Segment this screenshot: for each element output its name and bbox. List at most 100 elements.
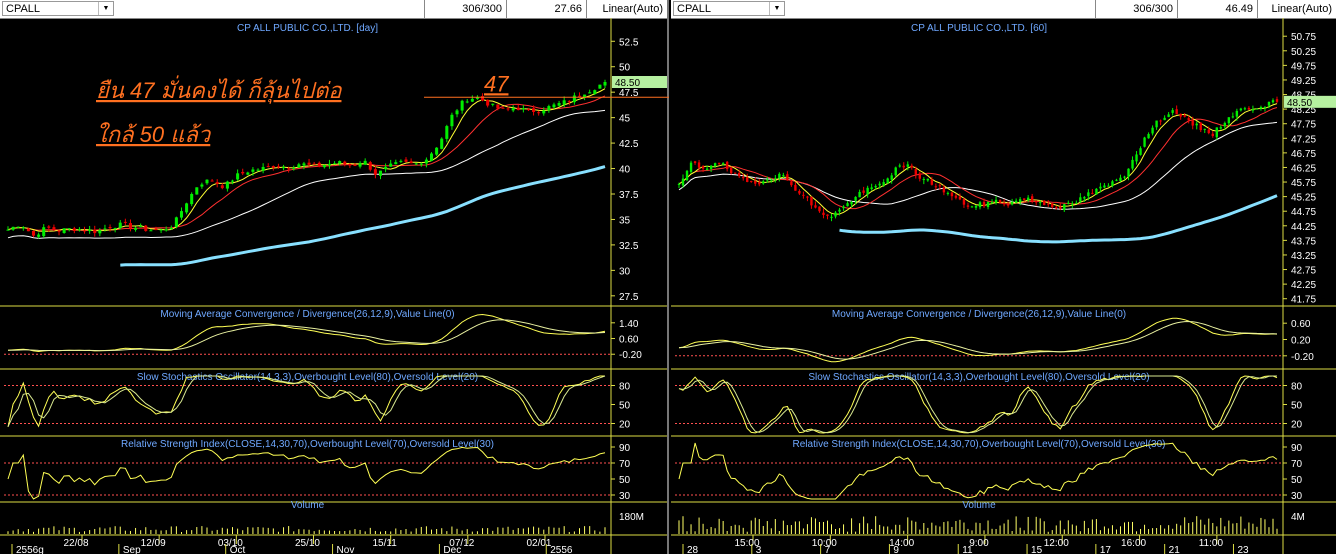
chevron-down-icon[interactable]: ▼: [98, 2, 113, 15]
candle-body: [297, 164, 301, 168]
price-tick-label: 35: [619, 215, 631, 226]
candle-body: [11, 226, 15, 230]
candle-body: [113, 227, 117, 229]
candle-body: [978, 202, 982, 208]
candle-body: [1255, 108, 1259, 110]
chart-header: CPALL ▼ 306/300 46.49 Linear(Auto): [671, 0, 1336, 19]
candle-body: [88, 229, 92, 232]
candle-body: [689, 162, 693, 172]
candle-body: [878, 183, 881, 186]
candle-body: [681, 178, 685, 186]
candle-body: [910, 165, 913, 168]
price-tick-label: 30: [619, 266, 631, 277]
candle-body: [21, 227, 25, 229]
chart-canvas[interactable]: CP ALL PUBLIC CO.,LTD. [day] 52.5 50 47.5 45…: [0, 18, 669, 554]
candle-body: [394, 162, 398, 165]
candle-body: [1155, 120, 1158, 128]
price-tick-label: 40: [619, 165, 631, 176]
candle-body: [343, 161, 347, 165]
candle-body: [758, 182, 761, 185]
price-tick-label: 42.75: [1291, 266, 1316, 277]
candle-body: [818, 206, 821, 212]
candle-body: [966, 205, 970, 207]
candle-body: [506, 108, 510, 110]
indicator-tick-label: 70: [619, 459, 631, 470]
candle-body: [1055, 207, 1058, 209]
indicator-tick-label: 70: [1291, 459, 1303, 470]
candle-body: [709, 165, 713, 169]
candle-body: [1051, 203, 1054, 208]
candle-body: [271, 166, 275, 168]
candle-body: [384, 166, 388, 170]
date-tick-label: 12:00: [1044, 538, 1069, 549]
candle-body: [598, 84, 602, 89]
month-tick-label: Sep: [123, 545, 141, 554]
candle-body: [1263, 107, 1267, 109]
price-tick-label: 44.25: [1291, 222, 1316, 233]
scale-mode-button[interactable]: Linear(Auto): [1257, 0, 1336, 18]
indicator-line: [678, 317, 1278, 363]
candle-body: [1219, 127, 1223, 129]
candle-body: [450, 114, 454, 127]
candle-body: [399, 160, 403, 162]
candle-body: [241, 171, 245, 174]
ma-long-line: [7, 109, 606, 239]
candle-body: [898, 165, 901, 167]
candle-body: [1175, 109, 1178, 115]
price-tick-label: 46.25: [1291, 163, 1316, 174]
candle-body: [766, 179, 769, 181]
indicator-line: [678, 320, 1278, 360]
month-tick-label: Oct: [230, 545, 246, 554]
date-tick-label: 22/08: [63, 538, 88, 549]
candle-body: [798, 191, 801, 194]
candle-body: [854, 196, 857, 201]
candle-body: [491, 103, 495, 105]
candle-body: [1235, 110, 1239, 117]
chart-canvas[interactable]: CP ALL PUBLIC CO.,LTD. [60] 50.75 50.25 49.…: [671, 18, 1336, 554]
candle-body: [251, 169, 255, 172]
symbol-select[interactable]: CPALL ▼: [2, 1, 114, 16]
candle-body: [154, 228, 158, 231]
candle-body: [1091, 192, 1094, 194]
indicator-tick-label: 90: [619, 443, 631, 454]
candle-body: [1243, 108, 1247, 110]
candle-body: [774, 178, 777, 180]
price-tick-label: 45.75: [1291, 178, 1316, 189]
price-tick-label: 44.75: [1291, 207, 1316, 218]
candle-body: [1259, 106, 1263, 109]
candle-body: [52, 227, 56, 230]
candle-body: [1215, 127, 1218, 138]
candle-body: [26, 228, 30, 232]
candle-body: [583, 94, 587, 98]
candle-body: [677, 183, 681, 185]
candle-body: [230, 180, 235, 182]
price-tick-label: 45.25: [1291, 193, 1316, 204]
candle-body: [902, 165, 905, 168]
candle-body: [814, 205, 817, 208]
candle-body: [1103, 185, 1106, 188]
candle-body: [926, 178, 930, 181]
candle-body: [938, 185, 942, 187]
candle-body: [1127, 168, 1130, 177]
price-tick-label: 45: [619, 114, 631, 125]
symbol-select[interactable]: CPALL ▼: [673, 1, 785, 16]
candle-body: [1043, 200, 1046, 206]
price-tick-label: 37.5: [619, 190, 639, 201]
candle-body: [918, 173, 922, 179]
candle-body: [858, 191, 861, 198]
price-tick-label: 41.75: [1291, 295, 1316, 306]
candle-body: [552, 104, 556, 108]
scale-mode-button[interactable]: Linear(Auto): [586, 0, 667, 18]
indicator-tick-label: 80: [1291, 382, 1303, 393]
month-tick-label: 17: [1100, 545, 1112, 554]
candle-body: [67, 228, 71, 230]
indicator-tick-label: -0.20: [1291, 352, 1314, 363]
candle-body: [934, 186, 938, 188]
candle-body: [1171, 110, 1174, 113]
candle-body: [98, 230, 102, 234]
candle-body: [822, 212, 825, 216]
chevron-down-icon[interactable]: ▼: [769, 2, 784, 15]
candle-body: [363, 160, 367, 165]
candle-body: [794, 184, 797, 191]
candle-body: [705, 168, 709, 171]
